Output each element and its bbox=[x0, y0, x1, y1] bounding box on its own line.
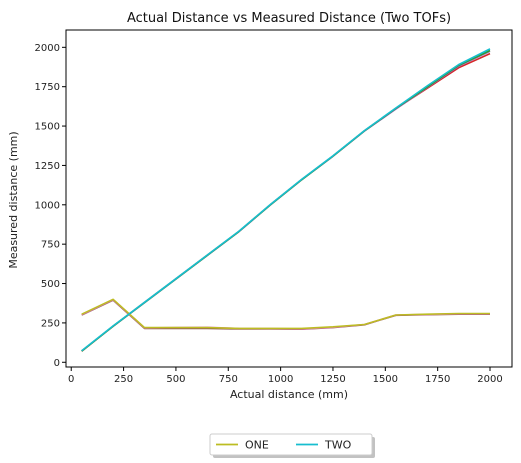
series-line-one bbox=[81, 298, 490, 330]
x-tick-label: 1250 bbox=[320, 374, 345, 385]
series-line-1 bbox=[81, 52, 491, 352]
x-axis-label: Actual distance (mm) bbox=[230, 388, 348, 401]
x-tick-label: 1500 bbox=[373, 374, 398, 385]
series-line-two bbox=[81, 48, 491, 352]
y-tick-label: 1500 bbox=[35, 122, 60, 133]
x-tick-label: 0 bbox=[68, 374, 74, 385]
plot-area bbox=[65, 29, 513, 368]
y-tick-label: 1750 bbox=[35, 82, 60, 93]
plot-frame bbox=[65, 29, 513, 368]
x-tick-label: 1000 bbox=[268, 374, 293, 385]
y-axis: 0 250 500 750 1000 1250 1500 1750 2000 bbox=[35, 43, 66, 369]
x-tick-label: 500 bbox=[166, 374, 185, 385]
y-tick-label: 250 bbox=[41, 318, 60, 329]
series-line-2 bbox=[81, 50, 491, 352]
x-axis: 0 250 500 750 1000 1250 1500 1750 2000 bbox=[68, 367, 503, 385]
x-tick-label: 2000 bbox=[477, 374, 502, 385]
x-tick-label: 250 bbox=[114, 374, 133, 385]
legend-label-one: ONE bbox=[245, 439, 269, 452]
x-tick-label: 750 bbox=[219, 374, 238, 385]
y-tick-label: 1250 bbox=[35, 161, 60, 172]
legend: ONE TWO bbox=[209, 433, 375, 458]
x-tick-label: 1750 bbox=[425, 374, 450, 385]
chart-title: Actual Distance vs Measured Distance (Tw… bbox=[127, 11, 451, 26]
y-tick-label: 750 bbox=[41, 240, 60, 251]
y-tick-label: 0 bbox=[54, 358, 60, 369]
legend-box bbox=[209, 433, 373, 456]
y-tick-label: 2000 bbox=[35, 43, 60, 54]
legend-label-two: TWO bbox=[324, 439, 352, 452]
series-line-3 bbox=[81, 49, 491, 352]
y-tick-label: 1000 bbox=[35, 200, 60, 211]
y-axis-label: Measured distance (mm) bbox=[7, 131, 20, 268]
y-tick-label: 500 bbox=[41, 279, 60, 290]
